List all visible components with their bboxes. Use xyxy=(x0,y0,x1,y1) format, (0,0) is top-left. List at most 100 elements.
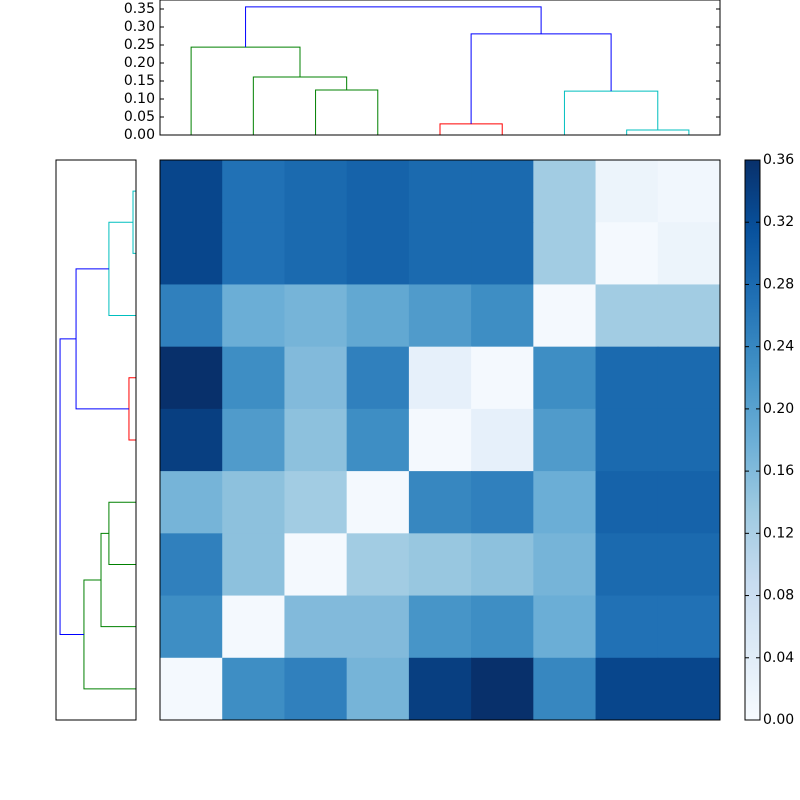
y-tick-label: 0.25 xyxy=(124,37,155,53)
heatmap-cell xyxy=(160,346,223,410)
dendrogram-link xyxy=(245,6,542,48)
colorbar-tick-label: 0.36 xyxy=(763,152,794,168)
heatmap-cell xyxy=(284,222,348,285)
colorbar-tick-label: 0.08 xyxy=(763,588,794,604)
heatmap-cell xyxy=(595,222,659,285)
heatmap-cell xyxy=(595,471,659,534)
heatmap-cell xyxy=(160,657,223,721)
heatmap-cell xyxy=(471,471,534,534)
heatmap-cell xyxy=(533,284,597,348)
dendrogram-link xyxy=(59,338,84,635)
heatmap-cell xyxy=(284,533,348,597)
heatmap-cell xyxy=(222,284,285,348)
heatmap-cell xyxy=(595,657,659,721)
y-tick-label: 0.10 xyxy=(124,91,155,107)
heatmap-cell xyxy=(160,160,223,223)
heatmap-cell xyxy=(657,533,721,597)
dendrogram-frame xyxy=(55,159,137,721)
dendrogram-link xyxy=(190,46,301,135)
dendrogram-link xyxy=(252,76,348,135)
dendrogram-link xyxy=(108,221,136,317)
colorbar-tick-label: 0.12 xyxy=(763,525,794,541)
y-tick-label: 0.00 xyxy=(124,127,155,143)
heatmap-cell xyxy=(222,222,285,285)
heatmap-cell xyxy=(657,160,721,223)
heatmap-cell xyxy=(284,284,348,348)
y-tick-label: 0.30 xyxy=(124,19,155,35)
heatmap-cell xyxy=(160,222,223,285)
heatmap-cell xyxy=(284,346,348,410)
heatmap-cell xyxy=(533,595,597,659)
heatmap-cell xyxy=(222,471,285,534)
colorbar-tick-label: 0.32 xyxy=(763,214,794,230)
heatmap-cell xyxy=(346,284,410,348)
heatmap-cell xyxy=(595,346,659,410)
heatmap-cell xyxy=(284,595,348,659)
heatmap-cell xyxy=(595,595,659,659)
heatmap-cell xyxy=(595,284,659,348)
heatmap-cell xyxy=(471,595,534,659)
heatmap-cell xyxy=(408,160,472,223)
heatmap-cell xyxy=(346,471,410,534)
heatmap-cell xyxy=(346,533,410,597)
dendrogram-link xyxy=(563,90,659,135)
heatmap-cell xyxy=(471,284,534,348)
heatmap-cell xyxy=(408,533,472,597)
heatmap-cell xyxy=(346,595,410,659)
heatmap-cell xyxy=(284,160,348,223)
heatmap-cell xyxy=(346,657,410,721)
heatmap-cell xyxy=(595,408,659,472)
heatmap-cell xyxy=(533,346,597,410)
heatmap-cell xyxy=(533,160,597,223)
heatmap-cell xyxy=(160,408,223,472)
heatmap-cell xyxy=(346,222,410,285)
heatmap-cell xyxy=(657,408,721,472)
heatmap-cell xyxy=(222,408,285,472)
heatmap-cell xyxy=(284,657,348,721)
heatmap-cell xyxy=(284,408,348,472)
heatmap-cell xyxy=(160,471,223,534)
heatmap-cell xyxy=(471,346,534,410)
dendrogram-link xyxy=(439,123,503,135)
heatmap-cell xyxy=(471,160,534,223)
heatmap-cell xyxy=(657,284,721,348)
heatmap-cell xyxy=(533,222,597,285)
heatmap-cell xyxy=(657,657,721,721)
colorbar-tick-label: 0.24 xyxy=(763,339,794,355)
heatmap-cell xyxy=(160,595,223,659)
heatmap-cell xyxy=(408,657,472,721)
dendrogram-link xyxy=(100,532,136,628)
heatmap-cell xyxy=(408,222,472,285)
heatmap-cell xyxy=(222,160,285,223)
dendrogram-link xyxy=(108,501,136,565)
heatmap-cell xyxy=(657,471,721,534)
dendrogram-frame xyxy=(159,0,721,136)
heatmap-cell xyxy=(222,657,285,721)
heatmap-cell xyxy=(657,346,721,410)
heatmap-cell xyxy=(595,160,659,223)
heatmap-cell xyxy=(533,533,597,597)
dendrogram-link xyxy=(315,89,379,135)
heatmap-cell xyxy=(595,533,659,597)
heatmap-cell xyxy=(222,533,285,597)
y-tick-label: 0.35 xyxy=(124,1,155,17)
heatmap-frame xyxy=(159,159,721,721)
heatmap-cell xyxy=(533,657,597,721)
colorbar xyxy=(744,159,761,721)
heatmap-cell xyxy=(160,533,223,597)
heatmap-cell xyxy=(222,346,285,410)
y-tick-label: 0.15 xyxy=(124,73,155,89)
colorbar-tick-label: 0.28 xyxy=(763,276,794,292)
heatmap-cell xyxy=(408,595,472,659)
heatmap-cell xyxy=(471,657,534,721)
dendrogram-link xyxy=(128,377,136,441)
colorbar-tick-label: 0.20 xyxy=(763,401,794,417)
y-tick-label: 0.05 xyxy=(124,109,155,125)
heatmap-cell xyxy=(471,408,534,472)
heatmap-cell xyxy=(533,471,597,534)
heatmap-cell xyxy=(471,533,534,597)
heatmap-cell xyxy=(533,408,597,472)
dendrogram-link xyxy=(75,268,129,410)
heatmap-cell xyxy=(346,346,410,410)
